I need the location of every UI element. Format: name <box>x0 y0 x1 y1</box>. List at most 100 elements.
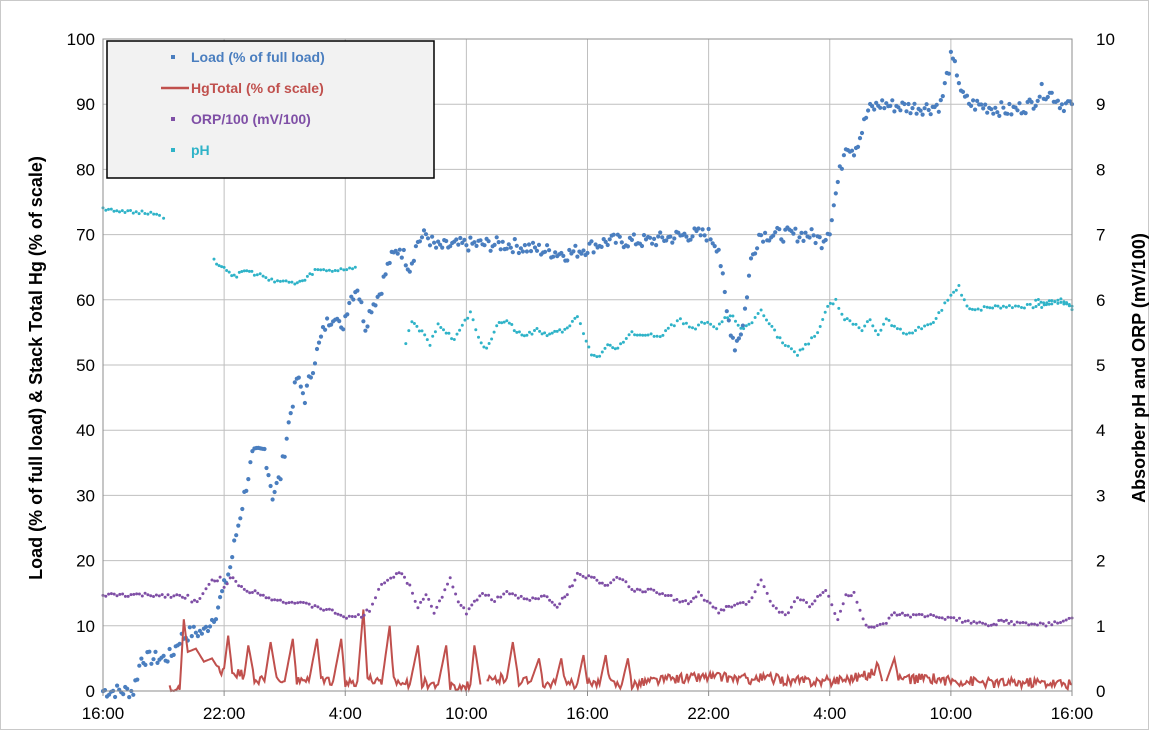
data-point <box>245 589 249 593</box>
data-point <box>770 324 774 328</box>
data-point <box>704 238 709 243</box>
data-point <box>1067 303 1071 306</box>
data-point <box>650 241 655 246</box>
data-point <box>955 618 959 622</box>
data-point <box>833 191 838 196</box>
data-point <box>985 110 990 115</box>
data-point <box>864 623 868 627</box>
data-point <box>284 436 289 441</box>
data-point <box>359 300 364 305</box>
series-ph <box>212 257 357 286</box>
data-point <box>918 108 923 113</box>
data-point <box>1036 298 1040 301</box>
data-point <box>567 247 572 253</box>
data-point <box>298 279 302 283</box>
data-point <box>999 618 1003 622</box>
data-point <box>267 596 271 600</box>
y-left-tick-label: 20 <box>76 552 95 571</box>
data-point <box>598 354 602 358</box>
data-point <box>692 596 695 600</box>
data-point <box>641 233 647 238</box>
data-point <box>996 304 1000 308</box>
data-point <box>901 331 905 335</box>
data-point <box>880 98 885 103</box>
data-point <box>1009 620 1013 623</box>
data-point <box>827 232 832 237</box>
data-point <box>172 594 176 598</box>
data-point <box>643 590 647 594</box>
data-point <box>440 595 444 599</box>
data-point <box>948 49 954 55</box>
data-point <box>203 624 209 630</box>
data-point <box>724 309 729 314</box>
data-point <box>619 240 624 245</box>
y-right-tick-label: 8 <box>1096 160 1105 179</box>
data-point <box>345 312 350 317</box>
data-point <box>613 347 617 351</box>
data-point <box>278 598 282 602</box>
data-point <box>543 249 548 254</box>
data-point <box>717 611 721 615</box>
data-point <box>978 620 982 624</box>
data-point <box>407 329 411 333</box>
data-point <box>970 307 974 311</box>
data-point <box>540 332 544 336</box>
data-point <box>981 106 986 111</box>
data-point <box>573 316 577 320</box>
data-point <box>687 325 691 329</box>
data-point <box>593 242 598 247</box>
data-point <box>937 311 941 315</box>
hg-line <box>885 654 1073 692</box>
data-point <box>500 321 504 325</box>
data-point <box>222 585 226 589</box>
data-point <box>608 343 612 347</box>
data-point <box>881 622 885 626</box>
data-point <box>237 584 241 588</box>
data-point <box>988 306 992 310</box>
data-point <box>1059 300 1063 304</box>
data-point <box>631 232 637 237</box>
data-point <box>960 293 964 297</box>
data-point <box>1024 621 1028 625</box>
data-point <box>302 400 307 406</box>
y-right-tick-label: 2 <box>1096 552 1105 571</box>
data-point <box>664 238 669 243</box>
data-point <box>736 336 742 341</box>
data-point <box>888 103 893 108</box>
data-point <box>658 592 662 596</box>
data-point <box>225 269 229 272</box>
data-point <box>584 576 588 580</box>
data-point <box>655 334 659 338</box>
data-point <box>498 247 503 252</box>
data-point <box>313 268 317 271</box>
data-point <box>446 582 449 586</box>
data-point <box>656 234 661 239</box>
data-point <box>186 593 190 597</box>
data-point <box>421 597 425 601</box>
data-point <box>466 248 471 253</box>
data-point <box>555 329 559 333</box>
data-point <box>180 595 184 599</box>
data-point <box>413 244 418 249</box>
y-right-tick-label: 6 <box>1096 291 1105 310</box>
data-point <box>1033 622 1036 626</box>
data-point <box>796 353 799 357</box>
data-point <box>672 324 676 328</box>
data-point <box>727 604 731 608</box>
data-point <box>714 606 718 610</box>
y-right-tick-label: 0 <box>1096 682 1105 701</box>
data-point <box>740 323 746 328</box>
data-point <box>952 290 956 294</box>
y-axis-left-title: Load (% of full load) & Stack Total Hg (… <box>26 156 46 580</box>
data-point <box>220 589 225 594</box>
data-point <box>140 209 144 213</box>
data-point <box>524 249 530 254</box>
data-point <box>218 575 222 579</box>
data-point <box>630 588 634 591</box>
data-point <box>459 603 463 607</box>
data-point <box>456 600 460 604</box>
data-point <box>870 625 873 629</box>
data-point <box>646 333 650 337</box>
data-point <box>900 611 904 615</box>
data-point <box>911 331 914 335</box>
